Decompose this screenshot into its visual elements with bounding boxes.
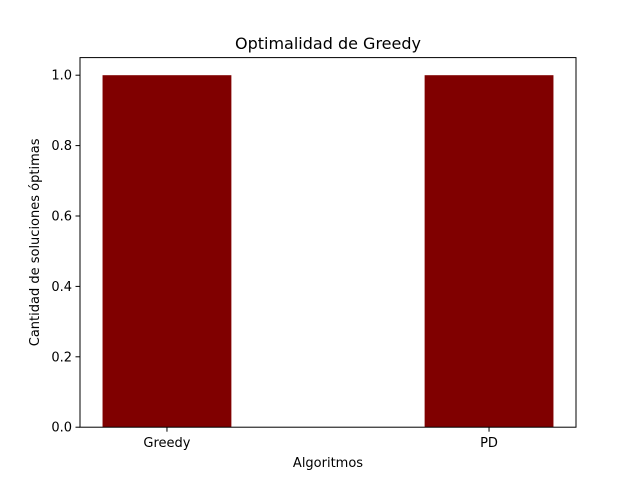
y-tick-label: 0.4 (51, 280, 72, 295)
y-tick-label: 0.2 (51, 350, 72, 365)
x-tick-label: PD (480, 436, 498, 451)
y-axis-label: Cantidad de soluciones óptimas (28, 138, 43, 346)
x-axis-label: Algoritmos (293, 456, 363, 471)
y-tick-label: 0.6 (51, 210, 72, 225)
y-tick-label: 1.0 (51, 69, 72, 84)
plot-frame (79, 57, 577, 428)
y-tick-label: 0.8 (51, 139, 72, 154)
x-axis-ticks: Greedy PD (143, 427, 498, 451)
bars-group (102, 75, 554, 428)
bar-greedy (102, 75, 232, 428)
bar-pd (424, 75, 554, 428)
y-tick-label: 0.0 (51, 421, 72, 436)
chart-title: Optimalidad de Greedy (235, 34, 421, 53)
y-axis-ticks: 0.0 0.2 0.4 0.6 0.8 1.0 (51, 69, 80, 436)
x-tick-label: Greedy (143, 436, 190, 451)
